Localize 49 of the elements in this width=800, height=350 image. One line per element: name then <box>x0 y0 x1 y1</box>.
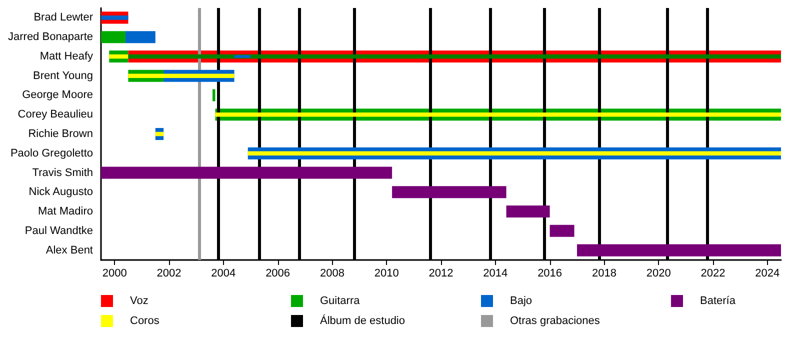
y-tick-label: Travis Smith <box>32 166 93 179</box>
y-tick-label: Brad Lewter <box>34 12 94 24</box>
bar <box>155 132 164 136</box>
bar <box>128 54 781 59</box>
bar <box>248 151 781 156</box>
x-tick-label: 2008 <box>320 268 344 280</box>
x-tick-label: 2004 <box>211 268 236 280</box>
y-tick-label: George Moore <box>22 89 93 102</box>
x-tick-label: 2014 <box>483 268 508 280</box>
y-tick-label: Corey Beaulieu <box>18 108 93 121</box>
y-tick-label: Mat Madiro <box>38 206 93 218</box>
legend-label: Voz <box>130 295 148 307</box>
x-tick-label: 2020 <box>646 268 671 280</box>
legend-label: Batería <box>700 295 736 307</box>
y-tick-label: Alex Bent <box>46 244 93 256</box>
bar <box>128 74 234 78</box>
bar <box>215 112 781 117</box>
bar <box>101 16 128 20</box>
x-tick-label: 2012 <box>428 268 454 280</box>
y-tick-label: Nick Augusto <box>28 186 93 198</box>
x-tick-label: 2000 <box>102 268 127 280</box>
x-tick-label: 2022 <box>700 268 726 280</box>
y-tick-label: Brent Young <box>33 70 93 82</box>
bar <box>577 244 781 256</box>
bar <box>234 55 251 58</box>
bar <box>109 54 128 59</box>
y-tick-label: Jarred Bonaparte <box>8 31 93 44</box>
bar <box>101 166 392 179</box>
y-tick-label: Matt Heafy <box>40 50 94 62</box>
x-tick-label: 2006 <box>266 268 290 280</box>
legend-label: Otras grabaciones <box>510 315 600 327</box>
x-tick-label: 2002 <box>156 268 182 280</box>
bar <box>392 186 506 198</box>
legend-label: Guitarra <box>320 295 361 307</box>
x-tick-label: 2018 <box>592 268 616 280</box>
bar <box>550 224 574 237</box>
legend-label: Coros <box>130 315 160 327</box>
bar <box>125 31 156 44</box>
y-tick-label: Paolo Gregoletto <box>10 147 93 160</box>
x-tick-label: 2016 <box>538 268 562 280</box>
bar <box>506 206 550 218</box>
y-tick-label: Paul Wandtke <box>24 224 93 237</box>
legend-label: Bajo <box>510 295 532 307</box>
y-tick-label: Richie Brown <box>28 128 93 140</box>
legend-label: Álbum de estudio <box>320 314 405 327</box>
x-tick-label: 2010 <box>374 268 399 280</box>
bar <box>212 89 216 102</box>
bar <box>101 31 126 44</box>
x-tick-label: 2024 <box>755 268 780 280</box>
